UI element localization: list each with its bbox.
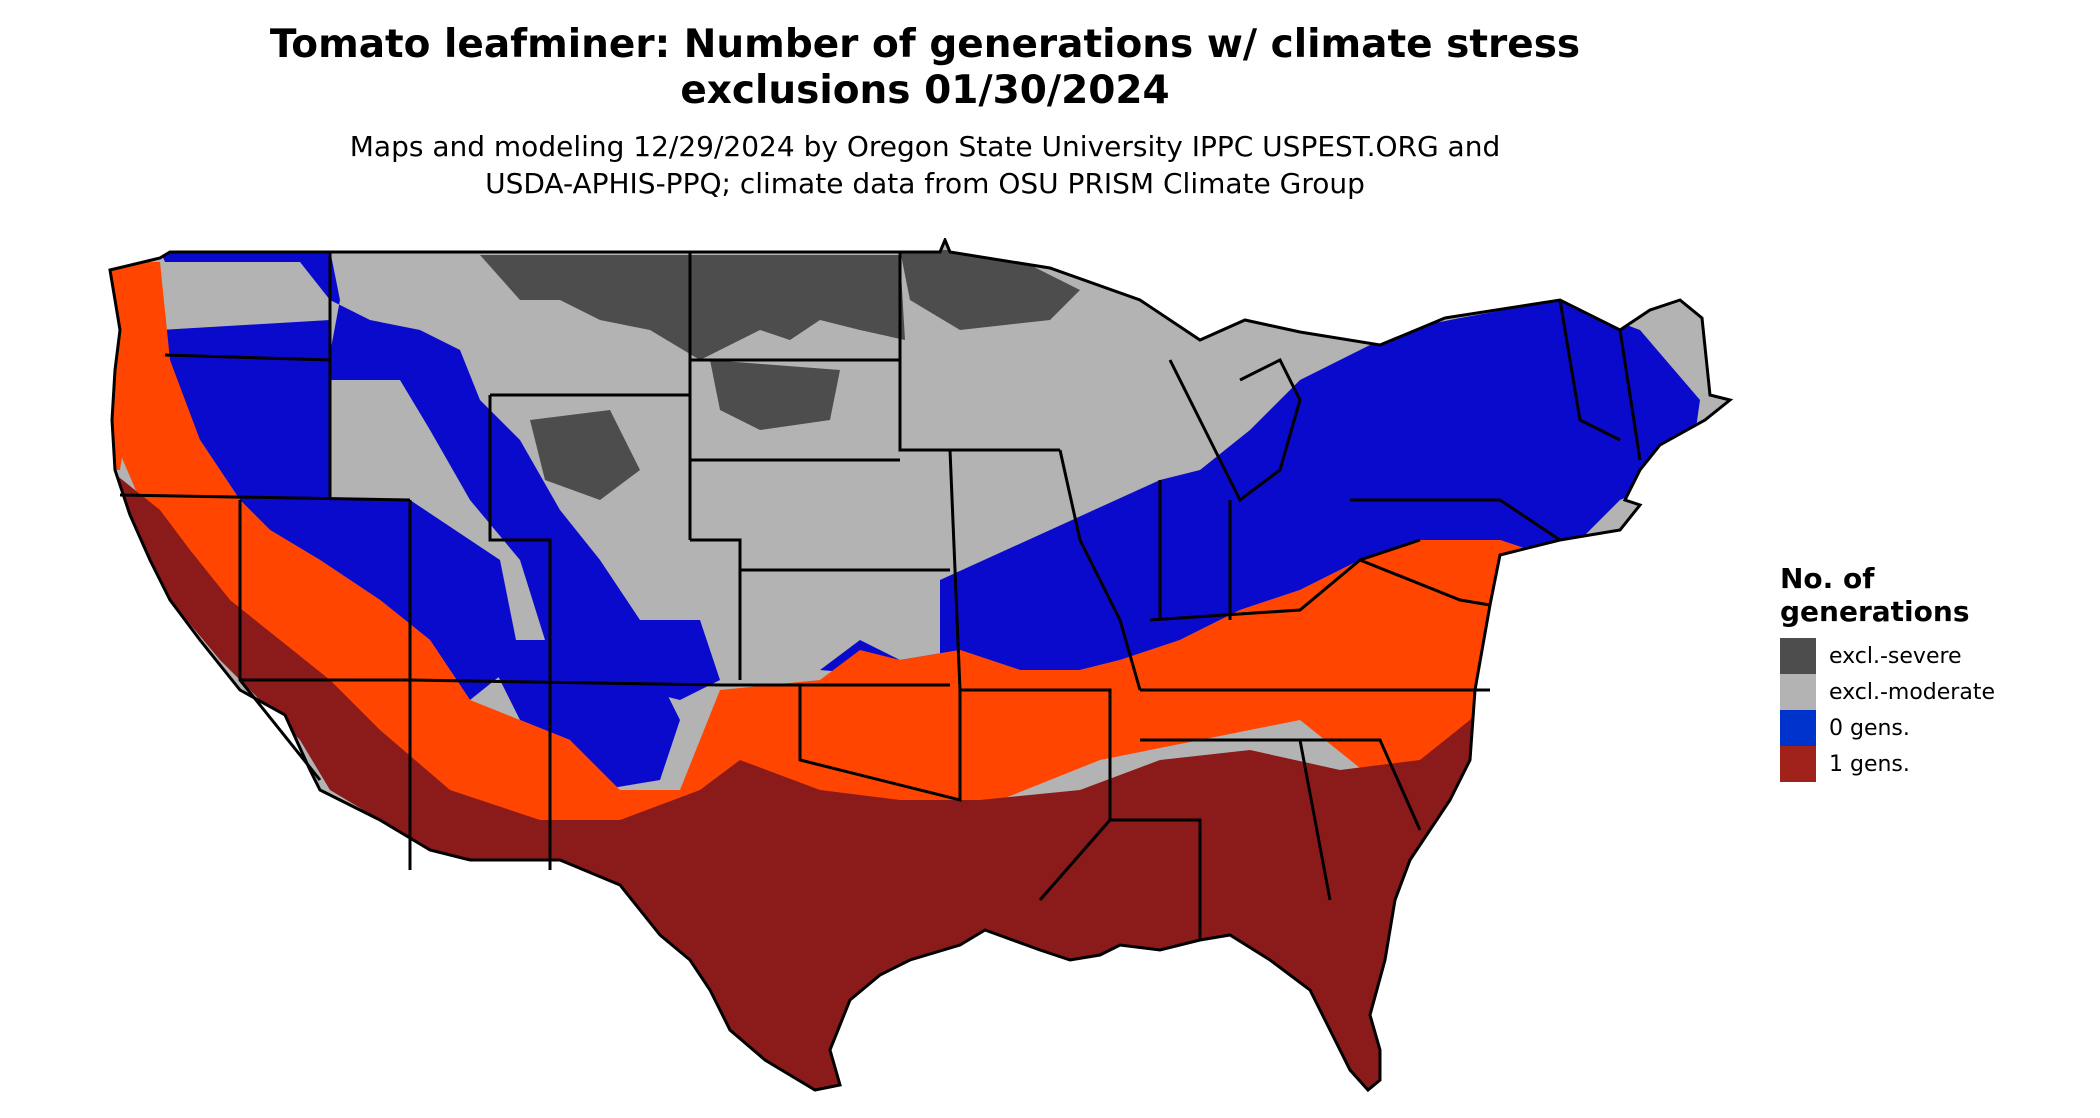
border-ok-tx [720, 683, 962, 802]
state-borders [108, 238, 1734, 1093]
border-va-md [1359, 558, 1491, 607]
border-pa-ny [1350, 498, 1561, 542]
us-outline [108, 238, 1734, 1093]
map-subtitle: Maps and modeling 12/29/2024 by Oregon S… [0, 128, 1850, 202]
zone-one-gen-coast [110, 262, 140, 470]
border-co [690, 538, 742, 680]
border-mississippi [1058, 449, 1142, 691]
border-four-corners [409, 678, 721, 687]
legend-item: 0 gens. [1780, 710, 1995, 746]
border-ar [960, 688, 1112, 901]
legend-label: excl.-severe [1829, 643, 1962, 669]
legend-label: 0 gens. [1829, 715, 1910, 741]
border-mo-west [948, 449, 962, 691]
zone-excl-severe-north [480, 255, 905, 360]
zone-zero-gens-northwest [160, 250, 720, 700]
legend-swatch [1780, 746, 1816, 782]
border-me-nh [1618, 329, 1642, 461]
legend-swatch [1780, 674, 1816, 710]
border-ut [488, 395, 552, 680]
subtitle-line-1: Maps and modeling 12/29/2024 by Oregon S… [349, 130, 1501, 163]
legend-title-line-2: generations [1780, 595, 1970, 628]
border-north-ca-nv [119, 493, 411, 502]
border-new-england [1558, 299, 1621, 442]
zone-excl-severe-wy [530, 410, 640, 500]
legend-swatch [1780, 710, 1816, 746]
legend-items: excl.-severe excl.-moderate 0 gens. 1 gens. [1780, 638, 1995, 782]
border-ga-sc [1300, 738, 1422, 831]
legend-label: excl.-moderate [1829, 679, 1995, 705]
legend-item: excl.-severe [1780, 638, 1995, 674]
map-title: Tomato leafminer: Number of generations … [0, 22, 1850, 114]
border-ky-oh [1149, 538, 1421, 622]
zone-zero-gens-oregon [160, 320, 330, 500]
legend-title: No. of generations [1780, 562, 1995, 628]
zone-zero-gens-east [820, 300, 1700, 680]
legend-swatch [1780, 638, 1816, 674]
legend: No. of generations excl.-severe excl.-mod… [1780, 562, 1995, 782]
subtitle-line-2: USDA-APHIS-PPQ; climate data from OSU PR… [485, 167, 1365, 200]
title-line-2: exclusions 01/30/2024 [680, 68, 1170, 113]
zone-one-gen-south [110, 470, 1490, 1090]
legend-label: 1 gens. [1829, 751, 1910, 777]
generation-zones [110, 240, 1730, 1090]
border-ms [1110, 818, 1202, 940]
legend-item: excl.-moderate [1780, 674, 1995, 710]
zone-one-gen-transition [110, 262, 1560, 860]
zone-excl-severe-mn [900, 250, 1080, 330]
border-michigan [1168, 357, 1302, 503]
title-line-1: Tomato leafminer: Number of generations … [269, 22, 1581, 67]
zone-zero-gens-four-corners [480, 640, 680, 790]
border-mn [898, 252, 1060, 452]
border-wa-or [164, 353, 331, 362]
us-generations-map [108, 238, 1734, 1093]
zone-zero-gens-illinois [1080, 470, 1220, 620]
legend-title-line-1: No. of [1780, 562, 1875, 595]
legend-item: 1 gens. [1780, 746, 1995, 782]
zone-excl-severe-nd [710, 360, 840, 430]
